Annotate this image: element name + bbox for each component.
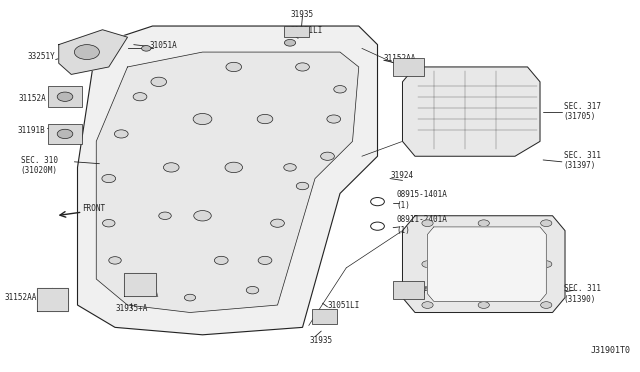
Polygon shape	[428, 227, 547, 301]
Ellipse shape	[333, 86, 346, 93]
Ellipse shape	[151, 77, 166, 86]
Ellipse shape	[163, 163, 179, 172]
Ellipse shape	[102, 174, 116, 183]
Ellipse shape	[226, 62, 241, 71]
Ellipse shape	[102, 219, 115, 227]
Text: 31152AA: 31152AA	[4, 293, 37, 302]
Bar	[312, 309, 337, 324]
Ellipse shape	[258, 256, 272, 264]
Text: 31152AA: 31152AA	[384, 54, 416, 63]
Ellipse shape	[193, 113, 212, 125]
Text: 31935+A: 31935+A	[115, 304, 147, 313]
Text: 33251Y: 33251Y	[28, 52, 56, 61]
Text: SEC. 311
(31397): SEC. 311 (31397)	[564, 151, 601, 170]
Text: 311S2AA: 311S2AA	[396, 286, 429, 295]
Text: 31051A: 31051A	[149, 41, 177, 50]
Ellipse shape	[371, 222, 385, 230]
Ellipse shape	[478, 302, 490, 308]
Text: 08911-2401A
(1): 08911-2401A (1)	[396, 215, 447, 235]
Bar	[48, 86, 82, 107]
Text: 31152A: 31152A	[19, 94, 46, 103]
Polygon shape	[77, 26, 378, 335]
Ellipse shape	[321, 152, 334, 160]
Ellipse shape	[184, 294, 196, 301]
Polygon shape	[37, 288, 68, 311]
Ellipse shape	[327, 115, 340, 123]
Ellipse shape	[271, 219, 284, 227]
Ellipse shape	[296, 182, 308, 190]
Text: 31051LI: 31051LI	[290, 26, 323, 35]
Bar	[48, 124, 82, 144]
Text: J31901T0: J31901T0	[591, 346, 630, 355]
Ellipse shape	[257, 115, 273, 124]
Ellipse shape	[246, 286, 259, 294]
Ellipse shape	[109, 257, 121, 264]
Ellipse shape	[225, 162, 243, 173]
Text: 31051JA: 31051JA	[126, 290, 159, 299]
Bar	[393, 281, 424, 299]
Polygon shape	[403, 216, 565, 312]
Ellipse shape	[159, 212, 172, 219]
Ellipse shape	[422, 261, 433, 267]
Ellipse shape	[422, 220, 433, 227]
Ellipse shape	[74, 45, 99, 60]
Ellipse shape	[141, 46, 151, 51]
Text: 31935: 31935	[291, 10, 314, 19]
Ellipse shape	[57, 92, 73, 101]
Text: 08915-1401A
(1): 08915-1401A (1)	[396, 190, 447, 210]
Ellipse shape	[371, 198, 385, 206]
Ellipse shape	[134, 286, 147, 294]
Polygon shape	[403, 67, 540, 156]
Text: FRONT: FRONT	[83, 204, 106, 213]
Ellipse shape	[284, 164, 296, 171]
Bar	[393, 58, 424, 76]
Ellipse shape	[115, 130, 128, 138]
Text: SEC. 317
(31705): SEC. 317 (31705)	[564, 102, 601, 121]
Text: 31924: 31924	[390, 171, 413, 180]
Ellipse shape	[541, 302, 552, 308]
Ellipse shape	[194, 211, 211, 221]
Ellipse shape	[541, 220, 552, 227]
Ellipse shape	[57, 129, 73, 139]
Text: 31051LI: 31051LI	[328, 301, 360, 310]
Text: 31191B: 31191B	[17, 126, 45, 135]
Bar	[284, 26, 308, 37]
Polygon shape	[124, 273, 156, 296]
Ellipse shape	[541, 261, 552, 267]
Polygon shape	[59, 30, 127, 74]
Ellipse shape	[422, 302, 433, 308]
Text: 31935: 31935	[310, 336, 333, 345]
Ellipse shape	[133, 93, 147, 101]
Polygon shape	[96, 52, 359, 312]
Ellipse shape	[214, 256, 228, 264]
Ellipse shape	[296, 63, 309, 71]
Text: SEC. 311
(31390): SEC. 311 (31390)	[564, 284, 601, 304]
Text: SEC. 310
(31020M): SEC. 310 (31020M)	[20, 156, 58, 175]
Ellipse shape	[284, 39, 296, 46]
Ellipse shape	[478, 220, 490, 227]
